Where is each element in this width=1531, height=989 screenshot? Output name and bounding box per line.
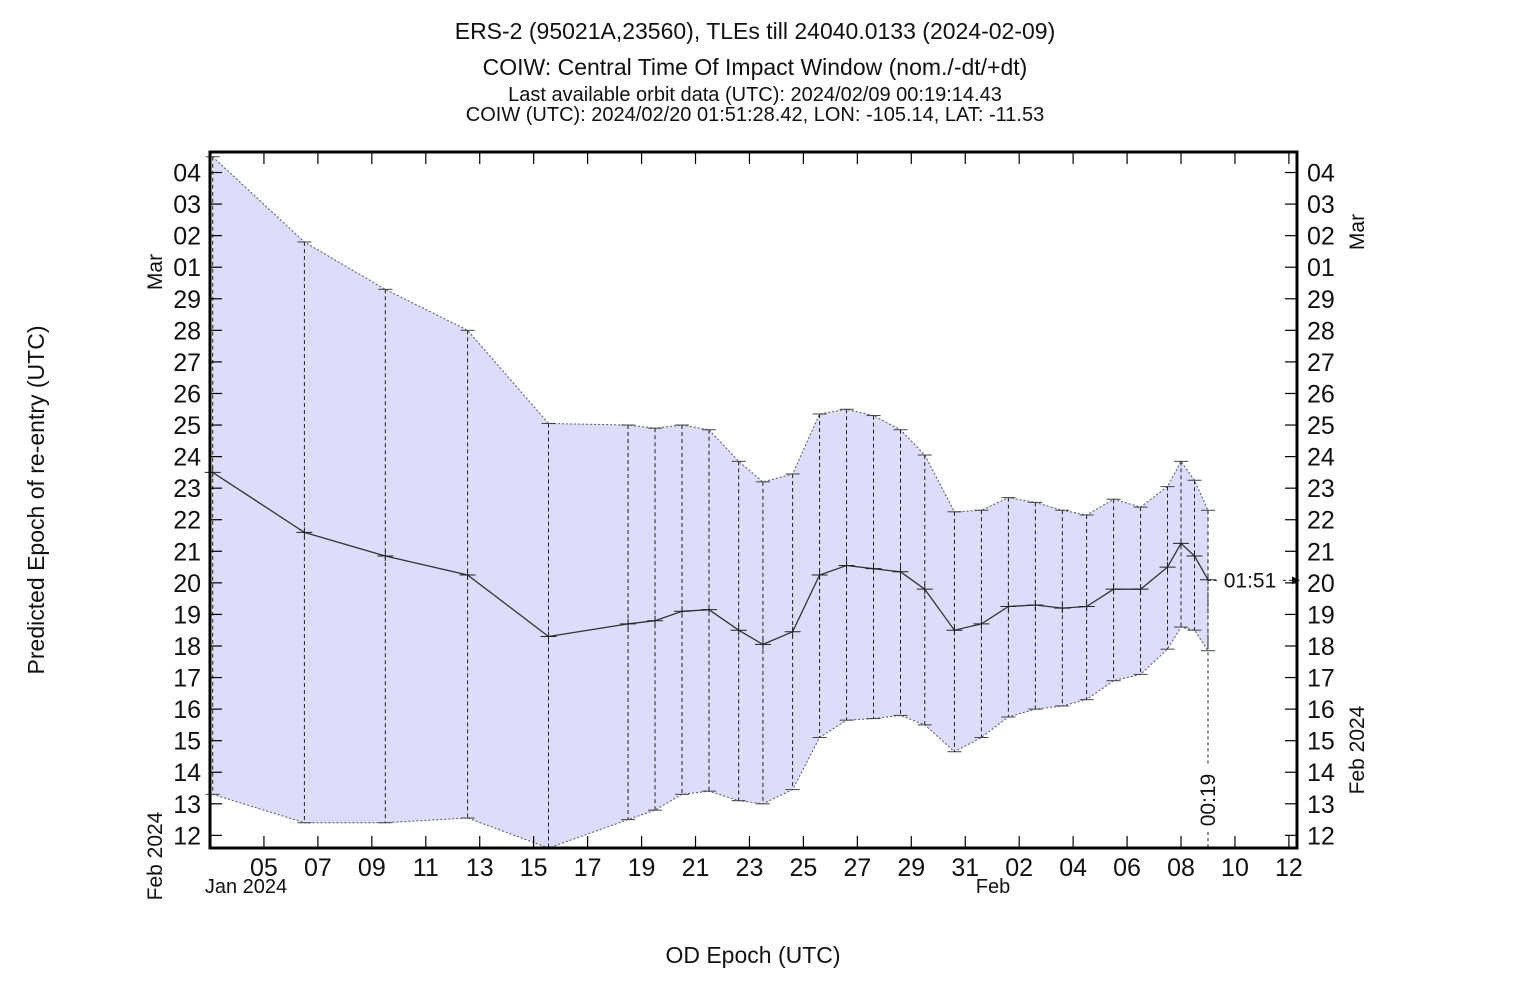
x-tick-label: 13 [466, 854, 494, 882]
y-tick-label: 24 [1307, 444, 1335, 472]
y-tick-label: 16 [173, 696, 201, 724]
y-tick-label: 01 [173, 254, 201, 282]
y-tick-label: 25 [173, 412, 201, 440]
x-tick-label: 05 [250, 854, 278, 882]
y-tick-label: 15 [1307, 728, 1335, 756]
od-epoch-label: 00:19 [1197, 774, 1220, 827]
x-tick-label: 04 [1059, 854, 1087, 882]
y-tick-label: 29 [1307, 286, 1335, 314]
y-tick-label: 28 [1307, 317, 1335, 345]
x-tick-label: 09 [358, 854, 386, 882]
y-tick-label: 19 [1307, 601, 1335, 629]
x-tick-label: 02 [1005, 854, 1033, 882]
x-tick-label: 19 [628, 854, 656, 882]
y-tick-label: 22 [1307, 507, 1335, 535]
y-tick-label: 26 [1307, 380, 1335, 408]
y-tick-label: 26 [173, 380, 201, 408]
chart-subtitle: COIW: Central Time Of Impact Window (nom… [482, 54, 1028, 80]
y-tick-label: 13 [1307, 791, 1335, 819]
upper-bound-line [212, 156, 1209, 516]
x-tick-label: 29 [897, 854, 925, 882]
y-tick-label: 25 [1307, 412, 1335, 440]
x-month-label: Jan 2024 [205, 876, 287, 898]
chart-title: ERS-2 (95021A,23560), TLEs till 24040.01… [454, 18, 1056, 44]
plot-area: 01:51 00:19 [204, 156, 1300, 849]
x-tick-label: 08 [1167, 854, 1195, 882]
y-tick-label: 17 [173, 665, 201, 693]
y-tick-label: 04 [173, 160, 201, 188]
y-tick-label: 22 [173, 507, 201, 535]
plot-frame [208, 150, 1299, 850]
x-tick-label: 10 [1221, 854, 1249, 882]
y-tick-label: 27 [173, 349, 201, 377]
x-tick-label: 06 [1113, 854, 1141, 882]
y-tick-label: 20 [1307, 570, 1335, 598]
x-tick-label: 07 [304, 854, 332, 882]
x-tick-label: 25 [789, 854, 817, 882]
x-tick-label: 21 [682, 854, 710, 882]
y-tick-label: 03 [173, 191, 201, 219]
uncertainty-band [212, 156, 1208, 848]
x-axis-label: OD Epoch (UTC) [665, 942, 840, 968]
y-tick-label: 23 [1307, 475, 1335, 503]
y-tick-label: 17 [1307, 665, 1335, 693]
x-tick-label: 31 [951, 854, 979, 882]
y-tick-label: 02 [1307, 223, 1335, 251]
y-tick-label: 13 [173, 791, 201, 819]
y-month-label: Mar [144, 254, 167, 290]
y-tick-label: 23 [173, 475, 201, 503]
y-tick-label: 12 [173, 822, 201, 850]
y-tick-label: 27 [1307, 349, 1335, 377]
y-tick-label: 18 [173, 633, 201, 661]
y-tick-label: 18 [1307, 633, 1335, 661]
y-tick-label: 29 [173, 286, 201, 314]
x-tick-label: 12 [1275, 854, 1303, 882]
y-tick-label: 14 [1307, 759, 1335, 787]
y-tick-label: 21 [173, 538, 201, 566]
y-month-label: Mar [1346, 214, 1369, 250]
y-tick-label: 03 [1307, 191, 1335, 219]
y-tick-label: 15 [173, 728, 201, 756]
y-tick-label: 19 [173, 601, 201, 629]
y-tick-label: 24 [173, 444, 201, 472]
final-time-label: 01:51 [1224, 569, 1277, 592]
x-tick-label: 23 [736, 854, 764, 882]
x-tick-label: 27 [843, 854, 871, 882]
y-month-label: Feb 2024 [144, 811, 167, 900]
y-axis-label: Predicted Epoch of re-entry (UTC) [23, 326, 49, 675]
y-tick-label: 28 [173, 317, 201, 345]
y-tick-label: 21 [1307, 538, 1335, 566]
y-tick-label: 16 [1307, 696, 1335, 724]
y-month-label: Feb 2024 [1346, 705, 1369, 794]
x-tick-label: 11 [413, 854, 439, 882]
x-tick-label: 15 [520, 854, 548, 882]
y-tick-label: 04 [1307, 160, 1335, 188]
x-month-label: Feb [976, 876, 1010, 898]
y-tick-label: 02 [173, 223, 201, 251]
coiw-info: COIW (UTC): 2024/02/20 01:51:28.42, LON:… [465, 104, 1045, 126]
y-tick-label: 01 [1307, 254, 1335, 282]
y-tick-label: 20 [173, 570, 201, 598]
y-tick-label: 14 [173, 759, 201, 787]
y-tick-label: 12 [1307, 822, 1335, 850]
last-orbit-data: Last available orbit data (UTC): 2024/02… [508, 84, 1002, 106]
x-tick-label: 17 [574, 854, 602, 882]
lower-bound-line [212, 626, 1209, 849]
